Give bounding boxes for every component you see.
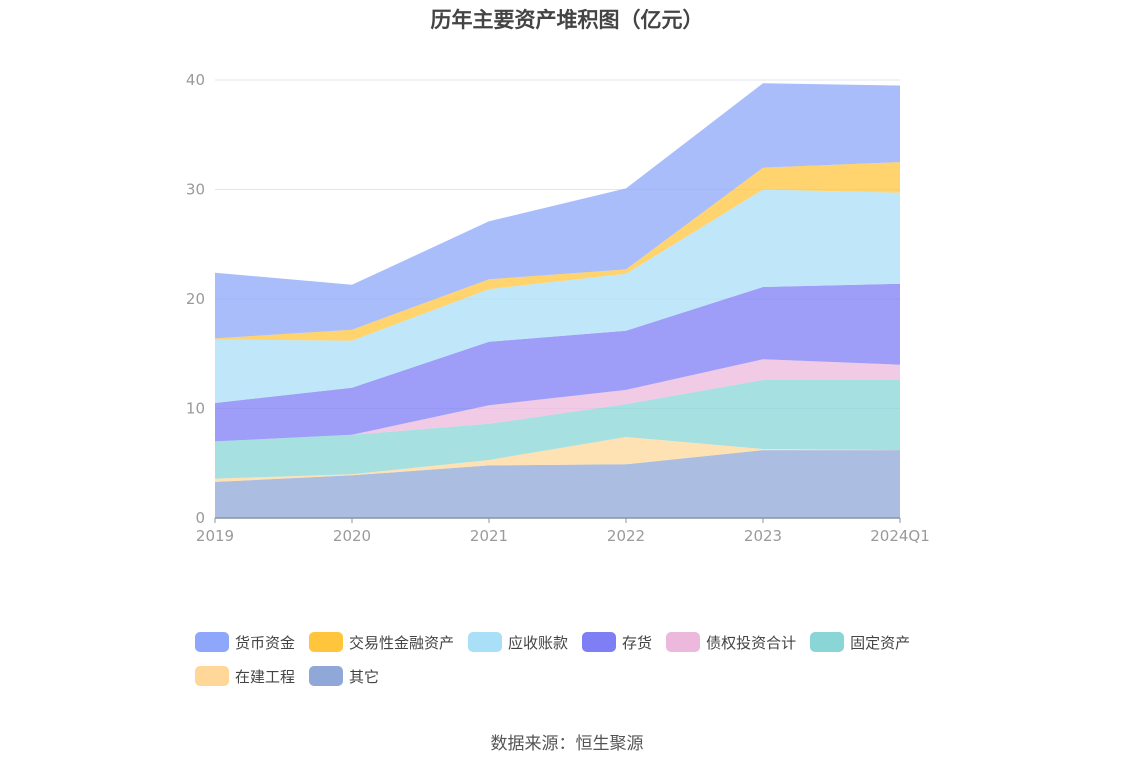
area-series-1 bbox=[215, 437, 900, 482]
legend-item[interactable]: 应收账款 bbox=[468, 631, 568, 653]
y-tick-label: 30 bbox=[186, 181, 205, 199]
area-series-5 bbox=[215, 189, 900, 403]
x-tick-label: 2021 bbox=[470, 527, 508, 545]
legend-swatch bbox=[666, 632, 701, 652]
area-series-6 bbox=[215, 162, 900, 341]
x-tick-label: 2023 bbox=[744, 527, 782, 545]
legend-label: 货币资金 bbox=[235, 633, 296, 652]
legend-item[interactable]: 货币资金 bbox=[195, 631, 295, 653]
legend-swatch bbox=[195, 632, 229, 652]
legend-label: 应收账款 bbox=[508, 633, 569, 652]
x-tick-label: 2019 bbox=[196, 527, 234, 545]
chart-title: 历年主要资产堆积图（亿元） bbox=[430, 8, 704, 32]
x-tick-label: 2024Q1 bbox=[870, 527, 930, 545]
y-tick-label: 10 bbox=[186, 400, 205, 418]
legend-swatch bbox=[309, 632, 344, 652]
data-source: 数据来源：恒生聚源 bbox=[490, 734, 644, 754]
area-series bbox=[215, 83, 900, 518]
x-tick-label: 2020 bbox=[333, 527, 371, 545]
legend-swatch bbox=[195, 666, 229, 686]
axes: 0 10 20 30 40 2019 2020 2021 2022 2023 2024Q1 bbox=[186, 71, 930, 545]
legend-item[interactable]: 固定资产 bbox=[810, 631, 910, 653]
legend-item[interactable]: 存货 bbox=[582, 631, 652, 653]
y-tick-label: 0 bbox=[195, 509, 205, 527]
legend-label: 固定资产 bbox=[850, 633, 911, 652]
y-tick-label: 40 bbox=[186, 71, 205, 89]
legend-item[interactable]: 其它 bbox=[309, 665, 379, 687]
legend-swatch bbox=[810, 632, 845, 652]
legend-swatch bbox=[309, 666, 344, 686]
legend-item[interactable]: 在建工程 bbox=[195, 665, 295, 687]
area-series-4 bbox=[215, 283, 900, 442]
legend-item[interactable]: 交易性金融资产 bbox=[309, 631, 454, 653]
area-series-7 bbox=[215, 83, 900, 339]
legend-label: 在建工程 bbox=[235, 667, 296, 686]
legend-label: 交易性金融资产 bbox=[349, 633, 455, 652]
legend-swatch bbox=[468, 632, 503, 652]
area-series-3 bbox=[215, 359, 900, 442]
legend-label: 存货 bbox=[622, 633, 653, 652]
legend-label: 其它 bbox=[349, 667, 380, 686]
legend-label: 债权投资合计 bbox=[706, 633, 797, 652]
legend-item[interactable]: 债权投资合计 bbox=[666, 631, 796, 653]
legend-swatch bbox=[582, 632, 617, 652]
y-tick-label: 20 bbox=[186, 290, 205, 308]
chart-legend: 货币资金 交易性金融资产 应收账款 存货 债权投资合计 固定资产在建工程 其它 bbox=[195, 631, 955, 699]
x-tick-label: 2022 bbox=[607, 527, 645, 545]
area-series-2 bbox=[215, 380, 900, 479]
area-series-0 bbox=[215, 450, 900, 518]
